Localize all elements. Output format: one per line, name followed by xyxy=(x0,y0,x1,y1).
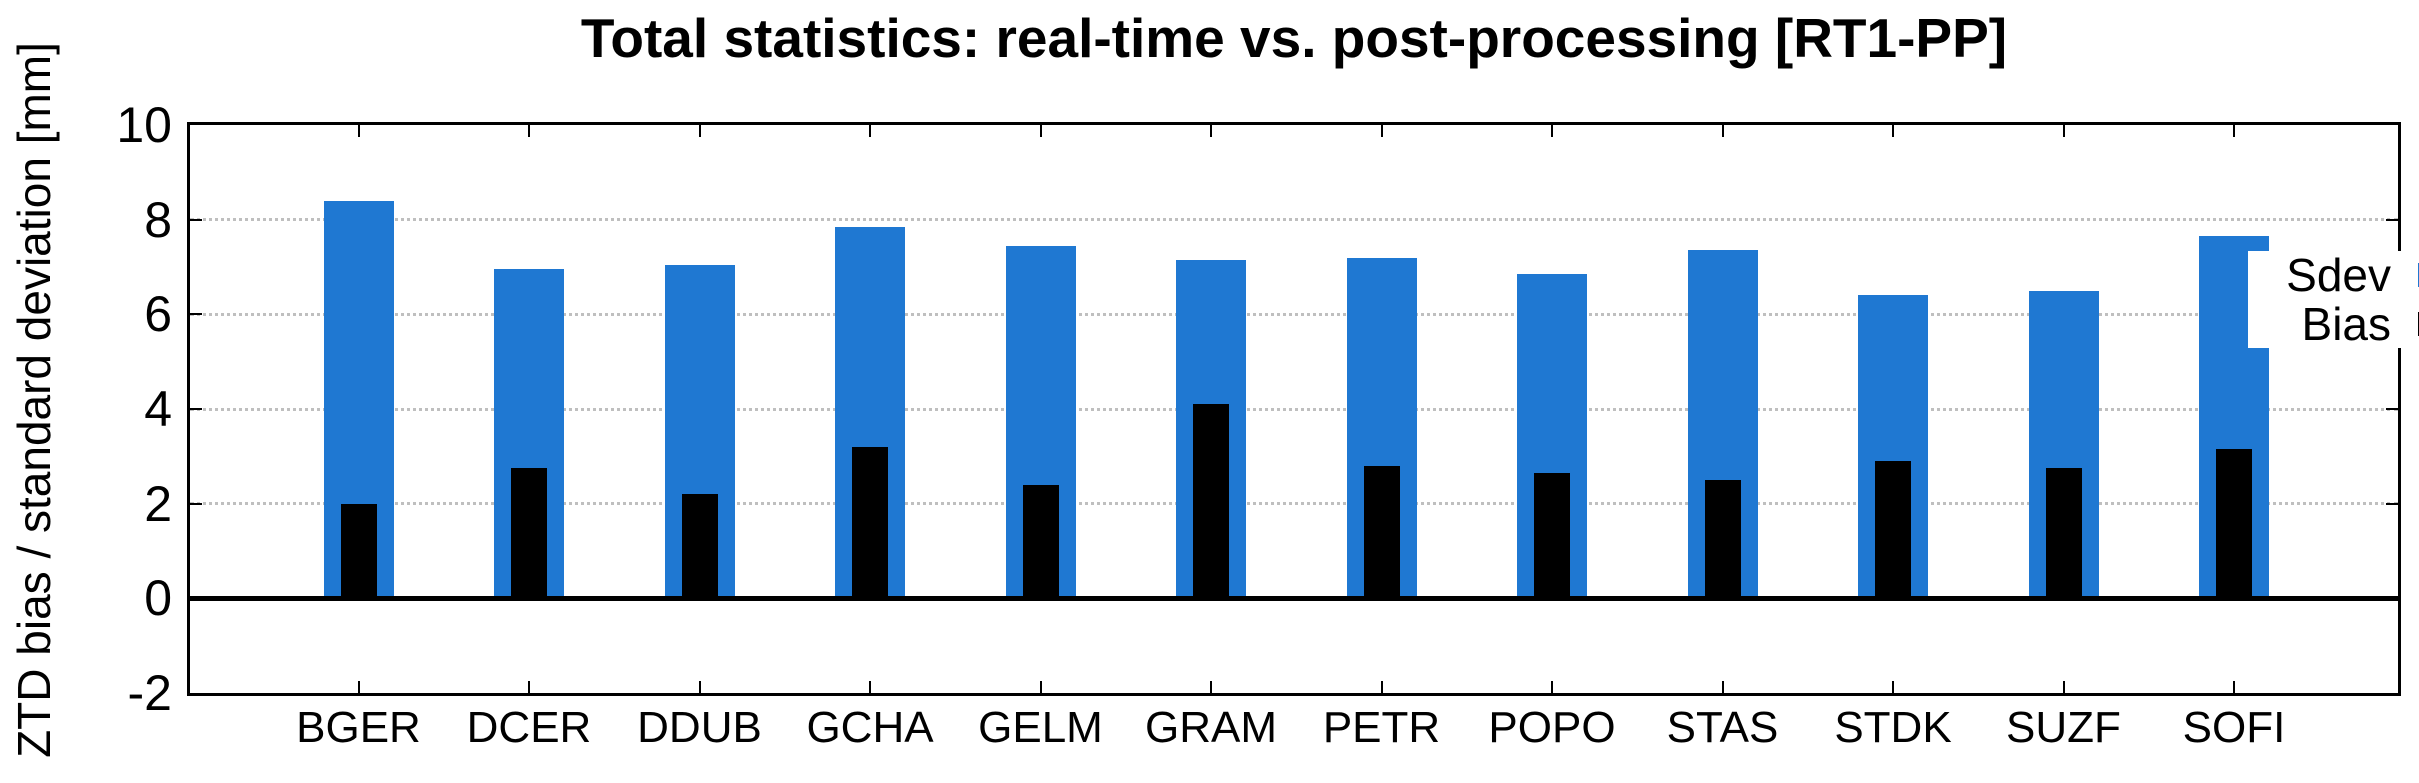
bar-bias-SOFI xyxy=(2216,449,2252,599)
xtick-bottom-GCHA xyxy=(869,681,871,693)
xtick-top-BGER xyxy=(357,125,360,137)
gridline-y2 xyxy=(190,502,2398,506)
ytick-right-y4 xyxy=(2386,408,2398,410)
ytick-left-y2 xyxy=(190,502,202,505)
xtick-top-GCHA xyxy=(869,125,871,137)
x-tick-label-SOFI: SOFI xyxy=(2182,703,2286,752)
x-tick-label-GELM: GELM xyxy=(978,703,1103,752)
bar-bias-DCER xyxy=(511,468,547,599)
x-tick-label-BGER: BGER xyxy=(296,703,421,752)
xtick-bottom-POPO xyxy=(1551,681,1553,693)
ytick-left-y4 xyxy=(190,408,202,410)
y-tick-label-2: 2 xyxy=(144,475,172,532)
bar-bias-DDUB xyxy=(681,494,718,599)
xtick-top-POPO xyxy=(1551,125,1553,137)
ytick-right-y2 xyxy=(2386,502,2398,505)
xtick-bottom-STDK xyxy=(1892,681,1894,693)
xtick-bottom-BGER xyxy=(357,681,360,693)
bar-bias-POPO xyxy=(1534,472,1570,599)
bar-bias-STAS xyxy=(1704,480,1741,599)
y-tick-label-0: 0 xyxy=(144,570,172,627)
gridline-y6 xyxy=(190,312,2398,316)
plot-area: Sdev Bias xyxy=(187,122,2419,696)
xtick-top-DCER xyxy=(528,125,530,137)
xtick-top-STAS xyxy=(1721,125,1724,137)
bar-bias-GCHA xyxy=(852,446,888,599)
bar-bias-PETR xyxy=(1363,465,1400,599)
bar-bias-SUZF xyxy=(2045,468,2082,599)
bar-bias-GRAM xyxy=(1193,404,1229,599)
xtick-bottom-GRAM xyxy=(1210,681,1212,693)
xtick-top-DDUB xyxy=(698,125,701,137)
x-tick-label-DCER: DCER xyxy=(466,703,592,752)
ytick-left-y8 xyxy=(190,218,202,221)
zero-baseline xyxy=(190,595,2398,601)
xtick-top-SUZF xyxy=(2062,125,2065,137)
bar-bias-STDK xyxy=(1875,461,1911,599)
xtick-top-STDK xyxy=(1892,125,1894,137)
chart-title: Total statistics: real-time vs. post-pro… xyxy=(580,7,2008,69)
x-tick-label-SUZF: SUZF xyxy=(2006,703,2121,752)
legend: Sdev Bias xyxy=(2248,251,2419,348)
gridline-y8 xyxy=(190,218,2398,222)
xtick-bottom-PETR xyxy=(1380,681,1383,693)
xtick-top-SOFI xyxy=(2233,125,2235,137)
y-tick-label-6: 6 xyxy=(144,286,172,343)
x-tick-label-GRAM: GRAM xyxy=(1145,703,1277,752)
ytick-right-y8 xyxy=(2386,218,2398,221)
xtick-top-GELM xyxy=(1039,125,1042,137)
xtick-bottom-SOFI xyxy=(2233,681,2235,693)
legend-label-sdev: Sdev xyxy=(2286,249,2391,301)
xtick-bottom-DCER xyxy=(528,681,530,693)
xtick-bottom-SUZF xyxy=(2062,681,2065,693)
y-tick-label-4: 4 xyxy=(144,381,172,437)
bar-bias-GELM xyxy=(1022,484,1059,599)
xtick-bottom-DDUB xyxy=(698,681,701,693)
x-tick-label-POPO: POPO xyxy=(1488,703,1616,752)
x-tick-label-DDUB: DDUB xyxy=(637,703,762,752)
xtick-top-PETR xyxy=(1380,125,1383,137)
xtick-bottom-STAS xyxy=(1721,681,1724,693)
xtick-bottom-GELM xyxy=(1039,681,1042,693)
legend-row-sdev: Sdev xyxy=(2248,249,2419,301)
y-tick-label--2: -2 xyxy=(127,665,172,721)
legend-label-bias: Bias xyxy=(2301,298,2391,350)
xtick-top-GRAM xyxy=(1210,125,1212,137)
ytick-left-y6 xyxy=(190,313,202,316)
legend-row-bias: Bias xyxy=(2248,298,2419,350)
y-tick-label-8: 8 xyxy=(144,191,172,248)
x-tick-label-PETR: PETR xyxy=(1322,703,1441,752)
x-tick-label-GCHA: GCHA xyxy=(806,703,934,752)
bar-bias-BGER xyxy=(340,503,377,599)
y-tick-label-10: 10 xyxy=(116,97,172,153)
x-tick-label-STDK: STDK xyxy=(1834,703,1952,752)
x-tick-label-STAS: STAS xyxy=(1666,703,1779,752)
gridline-y4 xyxy=(190,407,2398,411)
